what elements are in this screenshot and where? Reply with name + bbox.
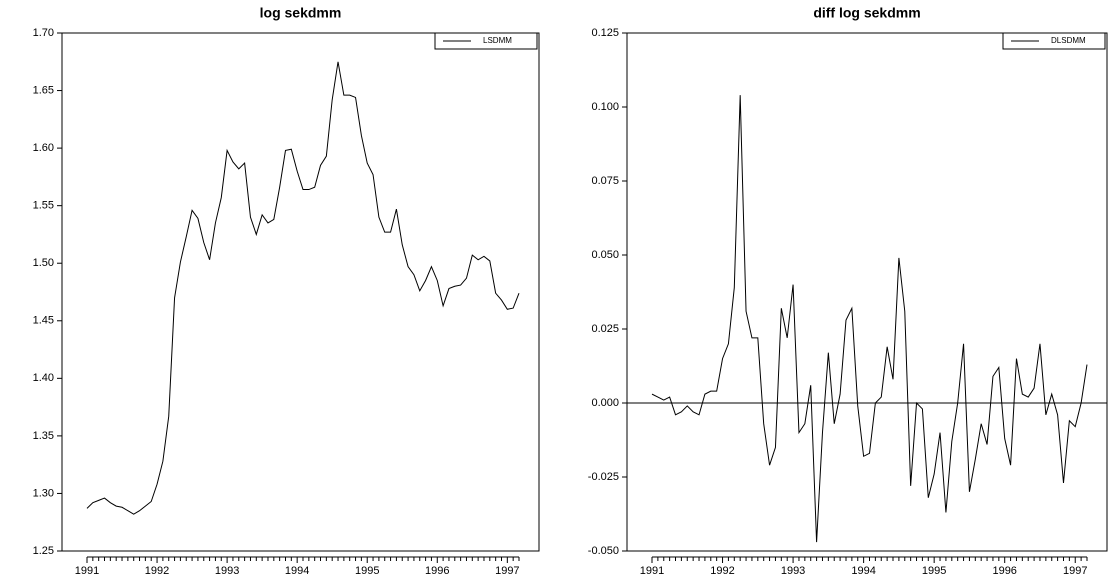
y-tick-label: 0.125 [591,27,619,39]
y-tick-label: 0.050 [591,249,619,261]
x-tick-label: 1997 [1063,565,1087,577]
series-line [651,95,1088,543]
y-tick-label: 1.45 [33,315,54,327]
y-tick-label: 1.40 [33,372,54,384]
series-line [86,61,520,515]
y-tick-label: -0.025 [588,471,619,483]
y-tick-label: 0.100 [591,101,619,113]
y-tick-label: 1.35 [33,430,54,442]
y-tick-label: 1.30 [33,487,54,499]
x-tick-label: 1993 [215,565,239,577]
x-tick-label: 1996 [992,565,1016,577]
x-tick-label: 1993 [781,565,805,577]
x-tick-label: 1994 [851,565,875,577]
legend-label: LSDMM [483,36,512,45]
x-tick-label: 1991 [640,565,664,577]
plot-frame [626,32,1108,552]
x-tick-label: 1994 [285,565,309,577]
legend-label: DLSDMM [1051,36,1086,45]
y-tick-label: 1.60 [33,142,54,154]
y-tick-label: 1.25 [33,545,54,557]
y-tick-label: 0.000 [591,397,619,409]
y-tick-label: 0.025 [591,323,619,335]
y-tick-label: 1.70 [33,27,54,39]
y-tick-label: 1.50 [33,257,54,269]
x-tick-label: 1995 [922,565,946,577]
legend-box [434,32,538,50]
y-tick-label: 0.075 [591,175,619,187]
x-tick-label: 1992 [710,565,734,577]
x-tick-label: 1996 [425,565,449,577]
y-tick-label: 1.65 [33,84,54,96]
x-tick-label: 1991 [75,565,99,577]
chart-title: log sekdmm [260,5,342,21]
x-tick-label: 1995 [355,565,379,577]
x-tick-label: 1992 [145,565,169,577]
chart-title: diff log sekdmm [813,5,920,21]
x-tick-label: 1997 [495,565,519,577]
y-tick-label: 1.55 [33,200,54,212]
plot-frame [61,32,540,552]
legend-box [1002,32,1106,50]
y-tick-label: -0.050 [588,545,619,557]
